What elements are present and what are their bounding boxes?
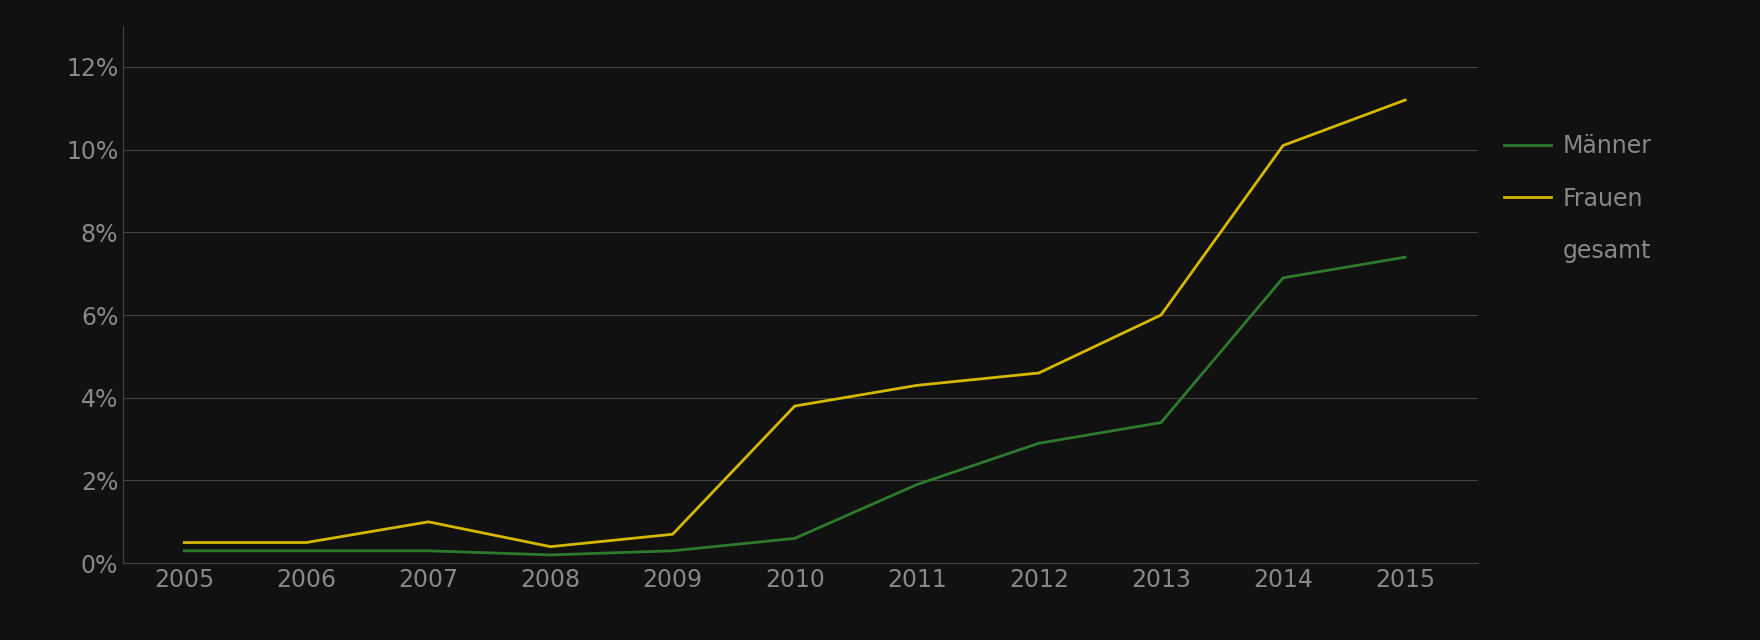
Line: Frauen: Frauen (185, 100, 1404, 547)
Männer (1028, 440, 1049, 447)
Line: Männer: Männer (185, 257, 1404, 555)
Männer (906, 481, 928, 488)
Männer (662, 547, 683, 555)
Männer (540, 551, 561, 559)
Männer (417, 547, 438, 555)
Frauen (1151, 311, 1172, 319)
Frauen (1394, 96, 1415, 104)
Männer (1151, 419, 1172, 426)
Frauen (540, 543, 561, 550)
Männer (174, 547, 195, 555)
Frauen (174, 539, 195, 547)
Männer (1394, 253, 1415, 261)
Frauen (906, 381, 928, 389)
Männer (1272, 274, 1294, 282)
Frauen (417, 518, 438, 525)
Frauen (296, 539, 317, 547)
Frauen (662, 531, 683, 538)
Frauen (1272, 141, 1294, 149)
Männer (296, 547, 317, 555)
Frauen (785, 402, 806, 410)
Frauen (1028, 369, 1049, 377)
Männer (785, 534, 806, 542)
Legend: Männer, Frauen, gesamt: Männer, Frauen, gesamt (1503, 134, 1653, 263)
